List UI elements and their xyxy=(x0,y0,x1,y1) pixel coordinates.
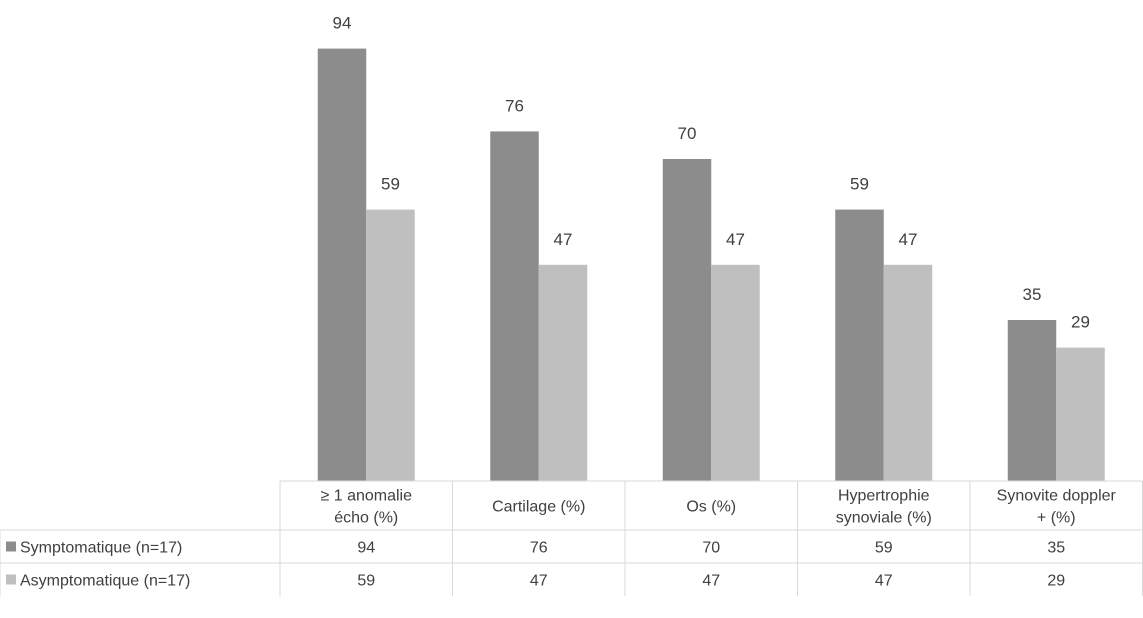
category-label-4-line-0: Synovite doppler xyxy=(997,488,1117,505)
data-label-s0-c1: 76 xyxy=(505,96,524,115)
table-value-s1-c1: 47 xyxy=(530,573,548,590)
bar-s1-c2 xyxy=(711,264,760,481)
bar-s1-c0 xyxy=(366,209,415,481)
legend-key-1 xyxy=(6,574,16,585)
bar-s1-c3 xyxy=(883,264,933,481)
bar-s1-c4 xyxy=(1056,347,1105,481)
data-label-s1-c4: 29 xyxy=(1071,313,1090,332)
data-labels-layer: 94 76 70 59 35 59 47 47 47 29 xyxy=(333,14,1090,332)
table-value-s1-c3: 47 xyxy=(875,573,893,590)
table-value-s0-c4: 35 xyxy=(1047,540,1065,557)
category-label-4-line-1: + (%) xyxy=(1037,510,1076,527)
data-label-s1-c3: 47 xyxy=(899,230,918,249)
bar-s1-c1 xyxy=(538,264,588,481)
bar-s0-c0 xyxy=(317,48,367,481)
legend-key-0 xyxy=(6,541,16,552)
table-value-s0-c2: 70 xyxy=(702,540,720,557)
bar-s0-c3 xyxy=(835,209,884,481)
table-value-s0-c3: 59 xyxy=(875,540,893,557)
category-label-2-line-0: Os (%) xyxy=(686,499,736,516)
table-value-s0-c1: 76 xyxy=(530,540,548,557)
bar-s0-c2 xyxy=(662,159,712,481)
data-label-s0-c3: 59 xyxy=(850,175,869,194)
data-label-s1-c1: 47 xyxy=(554,230,573,249)
bars-layer xyxy=(317,48,1105,481)
series-name-1: Asymptomatique (n=17) xyxy=(20,573,190,590)
data-table: ≥ 1 anomalie écho (%) Cartilage (%) Os (%) H… xyxy=(0,480,1143,596)
bar-s0-c1 xyxy=(490,131,539,481)
table-value-s0-c0: 94 xyxy=(357,540,375,557)
category-label-1-line-0: Cartilage (%) xyxy=(492,499,585,516)
series-name-0: Symptomatique (n=17) xyxy=(20,540,182,557)
category-label-3-line-1: synoviale (%) xyxy=(836,510,932,527)
category-label-3-line-0: Hypertrophie xyxy=(838,488,930,505)
data-label-s1-c0: 59 xyxy=(381,175,400,194)
data-label-s1-c2: 47 xyxy=(726,230,745,249)
data-label-s0-c2: 70 xyxy=(678,124,697,143)
category-label-0-line-0: ≥ 1 anomalie xyxy=(321,488,413,505)
data-label-s0-c0: 94 xyxy=(333,14,352,33)
category-label-0-line-1: écho (%) xyxy=(334,510,398,527)
data-label-s0-c4: 35 xyxy=(1023,285,1042,304)
table-value-s1-c0: 59 xyxy=(357,573,375,590)
table-value-s1-c2: 47 xyxy=(702,573,720,590)
table-value-s1-c4: 29 xyxy=(1047,573,1065,590)
bar-s0-c4 xyxy=(1007,320,1057,481)
